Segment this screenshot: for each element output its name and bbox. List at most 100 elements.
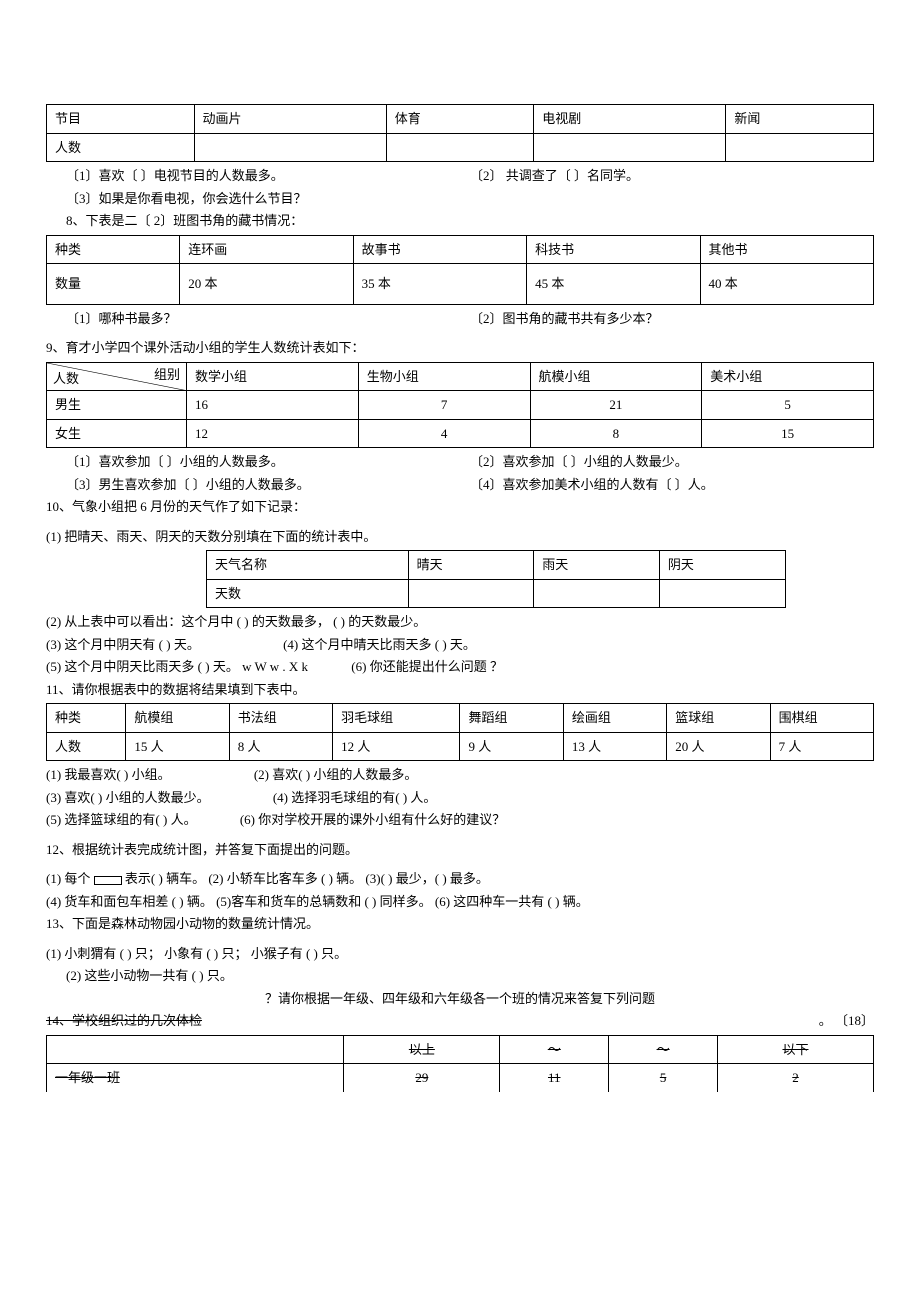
cell: 以上 <box>344 1035 500 1064</box>
cell: 科技书 <box>527 235 700 264</box>
cell <box>194 133 386 162</box>
cell: 天气名称 <box>207 551 409 580</box>
cell: 舞蹈组 <box>460 704 563 733</box>
q7-2: 〔2〕 共调查了〔 〕名同学。 <box>470 166 639 186</box>
diag-top-label: 组别 <box>154 365 180 385</box>
book-table: 种类 连环画 故事书 科技书 其他书 数量 20 本 35 本 45 本 40 … <box>46 235 874 305</box>
q13-title: 13、下面是森林动物园小动物的数量统计情况。 <box>46 914 874 934</box>
cell <box>726 133 874 162</box>
cell: 20 本 <box>180 264 353 305</box>
cell: 16 <box>187 391 359 420</box>
club-table: 种类 航模组 书法组 羽毛球组 舞蹈组 绘画组 篮球组 围棋组 人数 15 人 … <box>46 703 874 761</box>
cell: 21 <box>530 391 702 420</box>
q9-2: 〔2〕喜欢参加〔 〕小组的人数最少。 <box>470 452 688 472</box>
cell: 绘画组 <box>563 704 666 733</box>
rectangle-icon <box>94 876 122 885</box>
cell: 7 人 <box>770 732 873 761</box>
q12-3: (3)( ) 最少，( ) 最多。 <box>365 869 488 889</box>
cell: 15 人 <box>126 732 229 761</box>
q9-4: 〔4〕喜欢参加美术小组的人数有〔 〕人。 <box>470 475 714 495</box>
cell: 4 <box>358 419 530 448</box>
q9-1: 〔1〕喜欢参加〔 〕小组的人数最多。 <box>66 452 470 472</box>
cell: 天数 <box>207 579 409 608</box>
q7-1: 〔1〕喜欢〔 〕电视节目的人数最多。 <box>66 166 470 186</box>
cell: 电视剧 <box>534 105 726 134</box>
cell <box>534 133 726 162</box>
q11-1: (1) 我最喜欢( ) 小组。 <box>46 765 171 785</box>
cell: 13 人 <box>563 732 666 761</box>
cell: 5 <box>702 391 874 420</box>
q7-3: 〔3〕如果是你看电视，你会选什么节目？ <box>66 189 874 209</box>
cell: 数学小组 <box>187 362 359 391</box>
cell: 女生 <box>47 419 187 448</box>
q10-6: (6) 你还能提出什么问题 ？ <box>351 657 503 677</box>
q11-5: (5) 选择篮球组的有( ) 人。 <box>46 810 197 830</box>
q14-intro: ？请你根据一年级、四年级和六年级各一个班的情况来答复下列问题 <box>46 989 874 1009</box>
q11-2: (2) 喜欢( ) 小组的人数最多。 <box>254 765 418 785</box>
cell <box>386 133 534 162</box>
cell: 35 本 <box>353 264 526 305</box>
cell: 晴天 <box>408 551 534 580</box>
cell: 20 人 <box>667 732 770 761</box>
q14-title: 14、学校组织过的几次体检 <box>46 1013 202 1028</box>
cell: 15 <box>702 419 874 448</box>
cell: 羽毛球组 <box>333 704 460 733</box>
cell: 数量 <box>47 264 180 305</box>
cell: 航模组 <box>126 704 229 733</box>
groups-table: 组别 人数 数学小组 生物小组 航模小组 美术小组 男生 16 7 21 5 女… <box>46 362 874 449</box>
cell: 篮球组 <box>667 704 770 733</box>
cell: 其他书 <box>700 235 874 264</box>
cell: 航模小组 <box>530 362 702 391</box>
cell: 45 本 <box>527 264 700 305</box>
cell: 9 人 <box>460 732 563 761</box>
tv-program-table: 节目 动画片 体育 电视剧 新闻 人数 <box>46 104 874 162</box>
cell: 12 <box>187 419 359 448</box>
q10-2: (2) 从上表中可以看出：这个月中 ( ) 的天数最多， ( ) 的天数最少。 <box>46 612 874 632</box>
cell: 书法组 <box>229 704 332 733</box>
q10-title: 10、气象小组把 6 月份的天气作了如下记录： <box>46 497 874 517</box>
q12-6: (6) 这四种车一共有 ( ) 辆。 <box>435 892 589 912</box>
diag-header-cell: 组别 人数 <box>47 362 187 391</box>
cell: 29 <box>344 1064 500 1092</box>
cell: ～ <box>609 1035 718 1064</box>
cell: 围棋组 <box>770 704 873 733</box>
q12-4-5: (4) 货车和面包车相差 ( ) 辆。 (5)客车和货车的总辆数和 ( ) 同样… <box>46 892 432 912</box>
q9-3: 〔3〕男生喜欢参加〔 〕小组的人数最多。 <box>66 475 470 495</box>
cell: 一年级一班 <box>47 1064 344 1092</box>
cell: 5 <box>609 1064 718 1092</box>
cell: 节目 <box>47 105 195 134</box>
q9-title: 9、育才小学四个课外活动小组的学生人数统计表如下： <box>46 338 874 358</box>
cell: 故事书 <box>353 235 526 264</box>
q12-1-suffix: 表示( ) 辆车。 <box>125 869 205 889</box>
cell: 人数 <box>47 133 195 162</box>
cell <box>408 579 534 608</box>
cell: 40 本 <box>700 264 874 305</box>
cell: 人数 <box>47 732 126 761</box>
cell: 男生 <box>47 391 187 420</box>
cell: 体育 <box>386 105 534 134</box>
cell: 动画片 <box>194 105 386 134</box>
q13-1: (1) 小刺猬有 ( ) 只； 小象有 ( ) 只； 小猴子有 ( ) 只。 <box>46 944 874 964</box>
physical-exam-table: 以上 ～ ～ 以下 一年级一班 29 11 5 2 <box>46 1035 874 1092</box>
cell: 雨天 <box>534 551 660 580</box>
cell: 连环画 <box>180 235 353 264</box>
q8-title: 8、下表是二〔 2〕班图书角的藏书情况： <box>66 211 874 231</box>
cell: 8 <box>530 419 702 448</box>
q11-6: (6) 你对学校开展的课外小组有什么好的建议？ <box>240 810 505 830</box>
q14-right: 。 〔18〕 <box>819 1011 874 1031</box>
q10-1: (1) 把晴天、雨天、阴天的天数分别填在下面的统计表中。 <box>46 527 874 547</box>
cell: 以下 <box>718 1035 874 1064</box>
cell: 12 人 <box>333 732 460 761</box>
q10-3: (3) 这个月中阴天有 ( ) 天。 <box>46 635 200 655</box>
cell: 种类 <box>47 704 126 733</box>
cell: 11 <box>500 1064 609 1092</box>
q10-5: (5) 这个月中阴天比雨天多 ( ) 天。 w W w . X k <box>46 657 308 677</box>
q12-2: (2) 小轿车比客车多 ( ) 辆。 <box>208 869 362 889</box>
cell: 8 人 <box>229 732 332 761</box>
cell: 2 <box>718 1064 874 1092</box>
cell: 生物小组 <box>358 362 530 391</box>
cell: ～ <box>500 1035 609 1064</box>
cell: 种类 <box>47 235 180 264</box>
cell: 美术小组 <box>702 362 874 391</box>
cell <box>659 579 785 608</box>
